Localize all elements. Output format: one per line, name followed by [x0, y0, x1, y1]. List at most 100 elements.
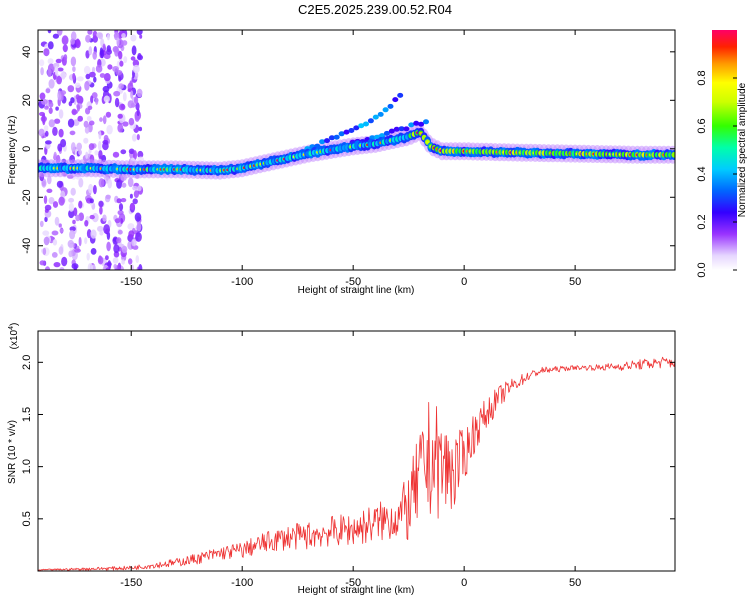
spectrogram-noise-blob — [102, 43, 106, 51]
snr-x-tick-label: 50 — [569, 577, 581, 589]
spectrogram-y-tick-label: 40 — [21, 46, 33, 58]
spectrogram-x-tick-label: 0 — [461, 276, 467, 288]
spectrogram-noise-blob — [121, 182, 127, 188]
spectrogram-noise-blob — [51, 230, 59, 236]
spectrogram-noise-blob — [99, 73, 106, 78]
spectrogram-noise-blob — [45, 266, 50, 270]
spectrogram-noise-blob — [75, 214, 81, 222]
spectrogram-noise-blob — [56, 180, 64, 188]
snr-multiplier-exponent: 4 — [8, 326, 15, 330]
spectrogram-branch-blob — [408, 122, 415, 128]
spectrogram-x-tick-label: -50 — [345, 276, 361, 288]
spectrogram-noise-blob — [91, 92, 98, 99]
spectrogram-noise-blob — [137, 53, 142, 60]
spectrogram-noise-blob — [52, 126, 58, 136]
spectrogram-noise-blob — [89, 71, 96, 78]
spectrogram-noise-blob — [107, 64, 113, 70]
spectrogram-noise-blob — [52, 201, 59, 208]
spectrogram-x-tick-label: 50 — [569, 276, 581, 288]
spectrogram-noise-blob — [69, 130, 76, 136]
spectrogram-noise-blob — [38, 128, 45, 137]
spectrogram-noise-blob — [84, 81, 90, 91]
spectrogram-noise-blob — [83, 65, 91, 75]
spectrogram-branch-blob — [348, 128, 355, 133]
spectrogram-noise-blob — [131, 133, 137, 142]
spectrogram-noise-blob — [90, 248, 97, 255]
spectrogram-branch-blob — [397, 92, 404, 98]
spectrogram-noise-blob — [106, 49, 112, 55]
snr-x-axis-label: Height of straight line (km) — [298, 585, 415, 596]
spectrogram-noise-blob — [68, 202, 74, 212]
spectrogram-noise-blob — [88, 120, 95, 126]
spectrogram-noise-blob — [123, 56, 128, 64]
spectrogram-noise-blob — [59, 228, 64, 233]
spectrogram-branch-blob — [358, 123, 365, 129]
colorbar-gradient — [712, 30, 737, 270]
spectrogram-y-tick-label: -20 — [21, 189, 33, 205]
spectrogram-noise-blob — [138, 126, 143, 132]
spectrogram-noise-blob — [55, 106, 59, 111]
colorbar-tick-label: 0.6 — [696, 118, 708, 133]
spectrogram-noise-blob — [40, 67, 44, 76]
spectrogram-noise-blob — [119, 103, 126, 111]
spectrogram-branch-blob — [398, 126, 405, 132]
spectrogram-noise-blob — [70, 38, 75, 45]
spectrogram-noise-blob — [121, 40, 128, 46]
spectrogram-noise-blob — [58, 109, 64, 119]
spectrogram-noise-blob — [70, 97, 75, 104]
spectrogram-noise-blob — [58, 128, 64, 138]
snr-y-axis-label: SNR (10 * v/v) — [7, 420, 18, 484]
spectrogram-noise-blob — [71, 108, 77, 116]
spectrogram-noise-blob — [78, 177, 84, 188]
spectrogram-noise-blob — [86, 229, 92, 239]
spectrogram-noise-blob — [48, 119, 55, 128]
spectrogram-noise-blob — [89, 214, 95, 220]
spectrogram-x-ticks: -150 -100 -50 0 50 — [120, 30, 581, 288]
spectrogram-noise-blob — [99, 206, 103, 215]
spectrogram-noise-blob — [72, 119, 80, 126]
colorbar-tick-label: 0.8 — [696, 70, 708, 85]
spectrogram-noise-blob — [135, 255, 140, 264]
spectrogram-noise-blob — [127, 223, 135, 230]
snr-x-ticks: -150 -100 -50 0 50 — [120, 331, 581, 589]
spectrogram-noise-blob — [131, 45, 137, 56]
snr-y-tick-label: 1.5 — [21, 407, 33, 422]
spectrogram-noise-blob — [98, 32, 104, 40]
spectrogram-noise-blob — [84, 220, 89, 227]
spectrogram-noise-blob — [95, 64, 103, 73]
spectrogram-ridge-peak — [425, 140, 430, 144]
spectrogram-noise-blob — [106, 34, 110, 41]
spectrogram-noise-blob — [107, 178, 112, 189]
spectrogram-noise-blob — [88, 149, 92, 154]
spectrogram-branch-blob — [393, 126, 400, 132]
spectrogram-noise-blob — [90, 95, 94, 104]
spectrogram-noise-blob — [57, 143, 63, 152]
spectrogram-noise-blob — [58, 246, 64, 255]
spectrogram-noise-blob — [87, 105, 93, 111]
snr-y-tick-label: 2.0 — [21, 355, 33, 370]
spectrogram-noise-blob — [88, 183, 94, 194]
spectrogram-noise-blob — [75, 94, 80, 100]
spectrogram-noise-blob — [106, 262, 112, 267]
spectrogram-noise-blob — [105, 194, 111, 200]
spectrogram-x-tick-label: -150 — [120, 276, 142, 288]
spectrogram-noise-blob — [116, 37, 120, 47]
spectrogram-noise-blob — [43, 195, 48, 204]
spectrogram-noise-blob — [113, 90, 121, 97]
spectrogram-noise-blob — [70, 187, 76, 196]
spectrogram-noise-blob — [44, 105, 49, 110]
spectrogram-noise-blob — [67, 239, 75, 248]
spectrogram-noise-blob — [47, 68, 52, 78]
spectrogram-noise-blob — [133, 150, 137, 160]
spectrogram-branch-blob — [388, 128, 395, 134]
spectrogram-noise-blob — [43, 125, 49, 132]
spectrogram-noise-blob — [98, 200, 104, 208]
spectrogram-noise-blob — [84, 237, 88, 245]
spectrogram-noise-blob — [57, 67, 64, 72]
spectrogram-x-axis-label: Height of straight line (km) — [298, 285, 415, 296]
colorbar-tick-label: 0.4 — [696, 166, 708, 181]
spectrogram-branch-blob — [413, 120, 420, 126]
spectrogram-noise-blob — [114, 47, 120, 57]
spectrogram-noise-blob — [132, 198, 138, 205]
spectrogram-noise-blob — [48, 107, 53, 114]
